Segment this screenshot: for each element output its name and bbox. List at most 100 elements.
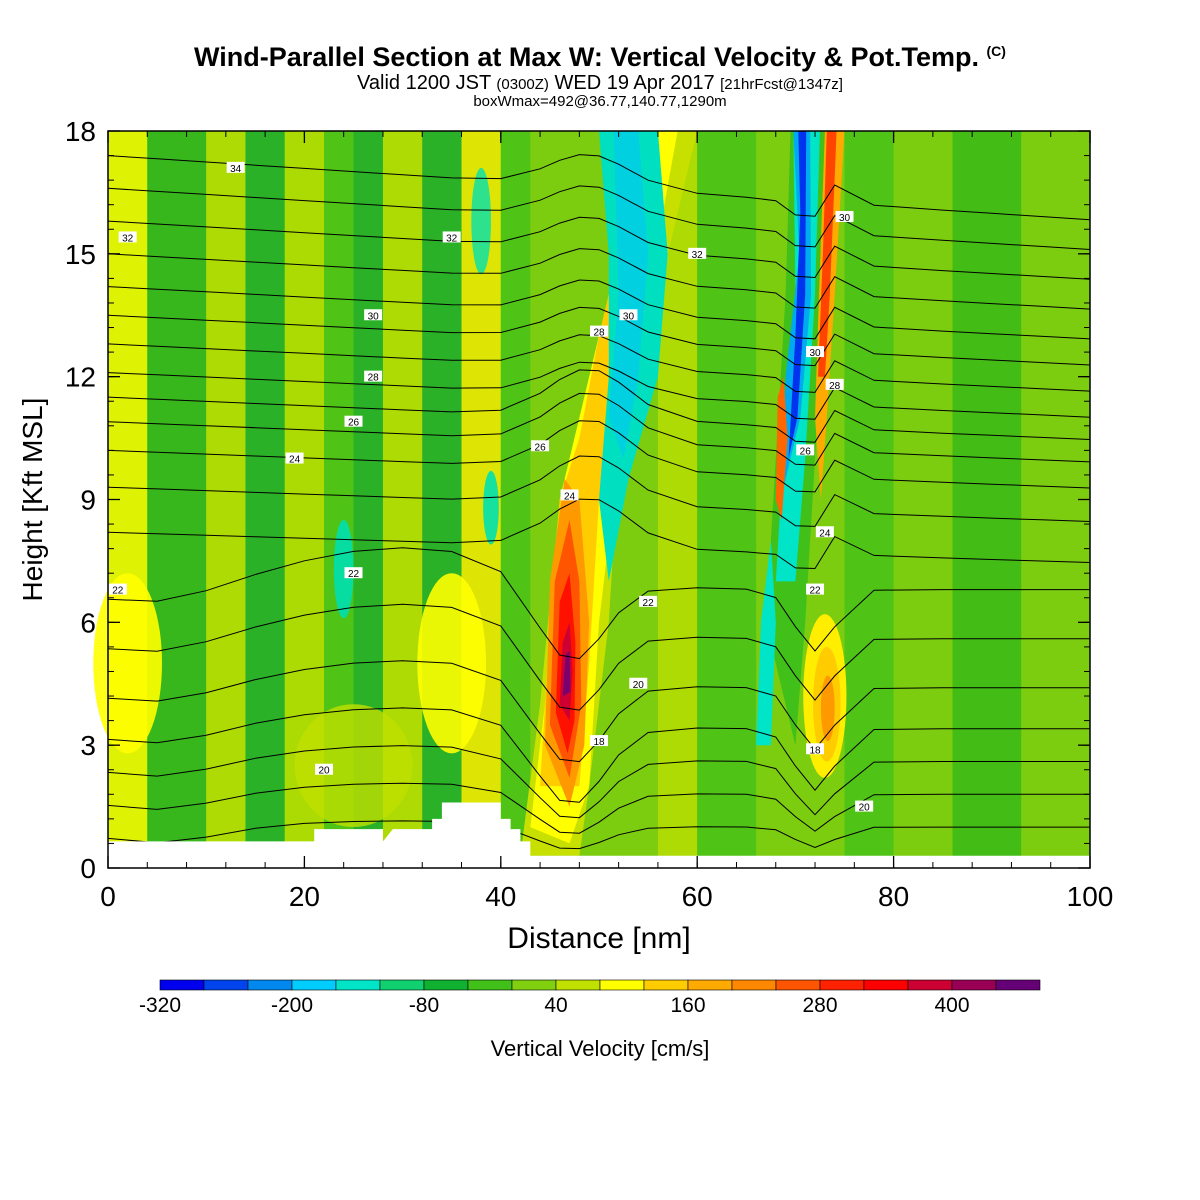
yellow-blob [93,573,163,754]
isentrope-label: 18 [806,743,825,756]
x-tick-label: 80 [878,881,909,912]
isentrope-label: 22 [639,595,658,609]
subtitle-forecast: [21hrFcst@1347z] [720,76,843,93]
lime-blob [294,704,413,828]
isentrope-label-bg [806,583,825,595]
isentrope-label-bg [108,583,127,595]
terrain [108,802,1090,868]
colorbar-swatch [159,979,205,991]
isentrope-line [107,660,1090,763]
isentrope-label: 20 [855,800,874,814]
isentrope-label: 32 [118,231,137,244]
isentrope-line [107,603,1090,711]
isentrope-label-bg [285,452,304,464]
lime-band [206,131,246,868]
axes: 0 20 40 60 80 100 0 3 6 9 12 15 18 Distance [nm] Heigh… [17,116,1113,955]
cyan-spot [333,519,354,619]
isentrope-line [107,154,1091,221]
isentrope-line [107,185,1091,250]
isentrope-label: 32 [688,247,707,261]
low-updraft-orange [820,675,835,742]
isentrope-label: 22 [344,567,363,580]
isentrope-label-text: 20 [859,803,871,814]
green-band [697,131,757,868]
x-tick-label: 20 [289,881,320,912]
colorbar-tick-label: 160 [670,994,705,1017]
isentrope-label-text: 20 [633,680,645,691]
colorbar-tick-label: -80 [409,994,439,1017]
isentrope-line [107,392,1091,466]
second-red-right [818,131,837,377]
title-main: Wind-Parallel Section at Max W: Vertical… [194,42,979,72]
y-tick-label: 15 [65,239,96,270]
isentrope-label: 26 [344,415,363,429]
colorbar-label: Vertical Velocity [cm/s] [490,1036,710,1061]
isentrope-label-text: 22 [348,569,360,580]
second-red-left [775,376,788,520]
chart-title: Wind-Parallel Section at Max W: Vertical… [0,42,1200,73]
cyan-spot [471,167,491,275]
isentrope-label-text: 24 [819,528,831,539]
isentrope-label-text: 32 [692,250,704,261]
isentrope-label-text: 30 [623,311,635,322]
isentrope-label: 34 [226,161,245,175]
x-tick-label: 0 [100,881,116,912]
green-band [500,131,531,868]
subtitle-date: WED 19 Apr 2017 [548,72,721,94]
colorbar-swatch [907,979,953,991]
y-tick-label: 6 [80,607,96,638]
isentrope-label-bg [619,309,638,321]
isentrope-label-bg [855,800,874,812]
x-axis-label: Distance [nm] [507,922,690,955]
isentrope-line [107,498,1091,570]
second-blue [788,131,807,459]
colorbar-swatch [951,979,997,991]
colorbar-tick-label: -320 [139,994,181,1017]
colorbar-swatch [599,979,645,991]
isentrope-label-bg [344,567,363,579]
colorbar-tick-label: -200 [271,994,313,1017]
isentrope-label-bg [835,210,854,222]
green-band [245,131,285,868]
isentrope-label-text: 32 [446,233,458,244]
y-axis-label: Height [Kft MSL] [17,398,48,602]
colorbar-swatch [731,979,777,991]
colorbar-swatch [643,979,689,991]
isentrope-label: 26 [796,444,815,457]
isentrope-line [107,547,1090,660]
isentrope-label-bg [226,161,245,173]
isentrope-label: 30 [619,309,638,322]
colorbar-swatch [819,979,865,991]
second-low-cyan [756,540,776,746]
colorbar-tick-label: 400 [934,994,969,1017]
isentrope-label-text: 24 [564,491,576,502]
isentrope-label-text: 26 [348,418,360,429]
isentrope-label-text: 30 [839,213,851,224]
colorbar-swatch [687,979,733,991]
colorbar-swatch [247,979,293,991]
box-info: boxWmax=492@36.77,140.77,1290m [473,93,727,110]
isentrope-label-bg [364,370,383,382]
updraft-core [562,651,571,696]
isentrope-line [107,306,1091,367]
isentrope-label-bg [806,346,825,358]
isentrope-label-text: 28 [829,381,841,392]
colorbar-tick-label: 40 [544,994,567,1017]
isentrope-line [107,248,1091,310]
isentrope-label-bg [344,415,363,427]
isentrope-line [107,820,1090,850]
isentrope-label-bg [688,247,707,259]
isentrope-label: 20 [315,763,334,777]
y-tick-label: 12 [65,362,96,393]
chart-subtitle: Valid 1200 JST (0300Z) WED 19 Apr 2017 [… [0,72,1200,95]
y-tick-label: 0 [80,853,96,884]
isentrope-label: 26 [531,440,550,453]
isentrope-line [107,279,1091,340]
colorbar-swatch [775,979,821,991]
isentrope-line [107,745,1090,819]
isentrope-label-text: 28 [368,373,380,384]
lime-band [893,131,953,868]
isentrope-label: 18 [590,735,608,748]
isentrope-label-bg [590,735,608,747]
